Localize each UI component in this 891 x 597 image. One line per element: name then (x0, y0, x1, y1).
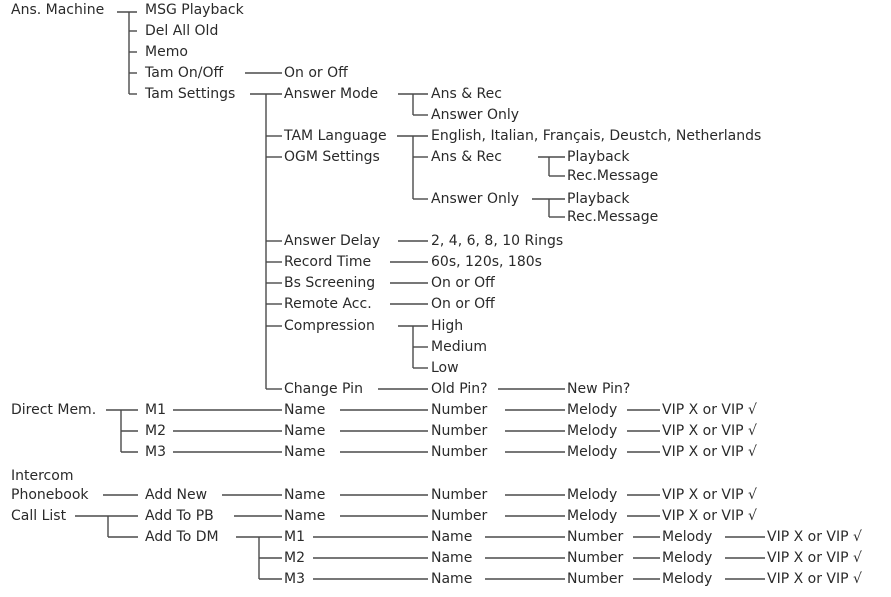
tam-settings-remote-acc: Remote Acc. (284, 296, 372, 312)
ans-machine-memo: Memo (145, 44, 188, 60)
direct-mem-entry: M1 (145, 402, 166, 418)
field-melody: Melody (662, 529, 713, 545)
ans-machine-del-all-old: Del All Old (145, 23, 219, 39)
field-melody: Melody (567, 508, 618, 524)
field-vip: VIP X or VIP √ (767, 571, 862, 587)
tam-settings-tam-language-options: English, Italian, Français, Deustch, Net… (431, 128, 762, 144)
field-melody: Melody (662, 550, 713, 566)
dm-entry: M2 (284, 550, 305, 566)
ans-machine-tam-settings: Tam Settings (145, 86, 236, 102)
ans-machine-msg-playback: MSG Playback (145, 2, 244, 18)
tam-settings-record-time-options: 60s, 120s, 180s (431, 254, 542, 270)
call-list: Call List (11, 508, 67, 524)
tam-settings-compression: Compression (284, 318, 375, 334)
call-list-add-to-dm: Add To DM (145, 529, 219, 545)
field-melody: Melody (567, 444, 618, 460)
tam-settings-compression-options-1: Medium (431, 339, 487, 355)
direct-mem-entry: M2 (145, 423, 166, 439)
intercom: Intercom (11, 468, 74, 484)
tam-settings-compression-options-2: Low (431, 360, 459, 376)
field-melody: Melody (567, 402, 618, 418)
field-number: Number (431, 487, 488, 503)
dm-entry: M3 (284, 571, 305, 587)
dm-entry: M1 (284, 529, 305, 545)
ans-machine: Ans. Machine (11, 2, 105, 18)
field-melody: Melody (567, 423, 618, 439)
tam-settings-compression-options-0: High (431, 318, 464, 334)
field-name: Name (284, 444, 326, 460)
tam-settings-ogm-settings: OGM Settings (284, 149, 380, 165)
tam-settings-answer-delay-options: 2, 4, 6, 8, 10 Rings (431, 233, 564, 249)
field-name: Name (431, 571, 473, 587)
field-name: Name (284, 402, 326, 418)
field-number: Number (567, 571, 624, 587)
field-vip: VIP X or VIP √ (662, 423, 757, 439)
field-name: Name (284, 487, 326, 503)
direct-mem-entry: M3 (145, 444, 166, 460)
call-list-add-to-pb: Add To PB (145, 508, 214, 524)
field-vip: VIP X or VIP √ (662, 402, 757, 418)
field-vip: VIP X or VIP √ (767, 550, 862, 566)
field-number: Number (431, 423, 488, 439)
field-vip: VIP X or VIP √ (662, 508, 757, 524)
phonebook: Phonebook (11, 487, 89, 503)
tam-settings-remote-acc-value: On or Off (431, 296, 495, 312)
tam-settings-answer-mode-options-1: Answer Only (431, 107, 520, 123)
tam-settings-old-pin: Old Pin? (431, 381, 488, 397)
tam-settings-tam-language: TAM Language (284, 128, 387, 144)
field-melody: Melody (662, 571, 713, 587)
field-vip: VIP X or VIP √ (662, 444, 757, 460)
tam-settings-ogm-actions-0: Playback (567, 191, 630, 207)
field-number: Number (567, 529, 624, 545)
field-number: Number (431, 402, 488, 418)
field-name: Name (284, 423, 326, 439)
tam-settings-ogm-modes-1: Answer Only (431, 191, 520, 207)
field-number: Number (431, 444, 488, 460)
tam-settings-change-pin: Change Pin (284, 381, 363, 397)
tam-settings-ogm-actions-1: Rec.Message (567, 168, 659, 184)
field-number: Number (431, 508, 488, 524)
tam-settings-answer-mode: Answer Mode (284, 86, 379, 102)
tam-settings-ogm-actions-0: Playback (567, 149, 630, 165)
field-name: Name (431, 529, 473, 545)
tam-settings-record-time: Record Time (284, 254, 372, 270)
tam-settings-answer-mode-options-0: Ans & Rec (431, 86, 502, 102)
tam-settings-bs-screening: Bs Screening (284, 275, 376, 291)
tam-settings-ogm-modes-0: Ans & Rec (431, 149, 502, 165)
field-melody: Melody (567, 487, 618, 503)
tam-settings-answer-delay: Answer Delay (284, 233, 381, 249)
field-name: Name (284, 508, 326, 524)
tam-settings-ogm-actions-1: Rec.Message (567, 209, 659, 225)
field-name: Name (431, 550, 473, 566)
field-vip: VIP X or VIP √ (662, 487, 757, 503)
phonebook-add-new: Add New (145, 487, 208, 503)
field-number: Number (567, 550, 624, 566)
direct-mem: Direct Mem. (11, 402, 97, 418)
ans-machine-tam-onoff-value: On or Off (284, 65, 348, 81)
tam-settings-new-pin: New Pin? (567, 381, 631, 397)
ans-machine-tam-onoff: Tam On/Off (145, 65, 224, 81)
field-vip: VIP X or VIP √ (767, 529, 862, 545)
tam-settings-bs-screening-value: On or Off (431, 275, 495, 291)
